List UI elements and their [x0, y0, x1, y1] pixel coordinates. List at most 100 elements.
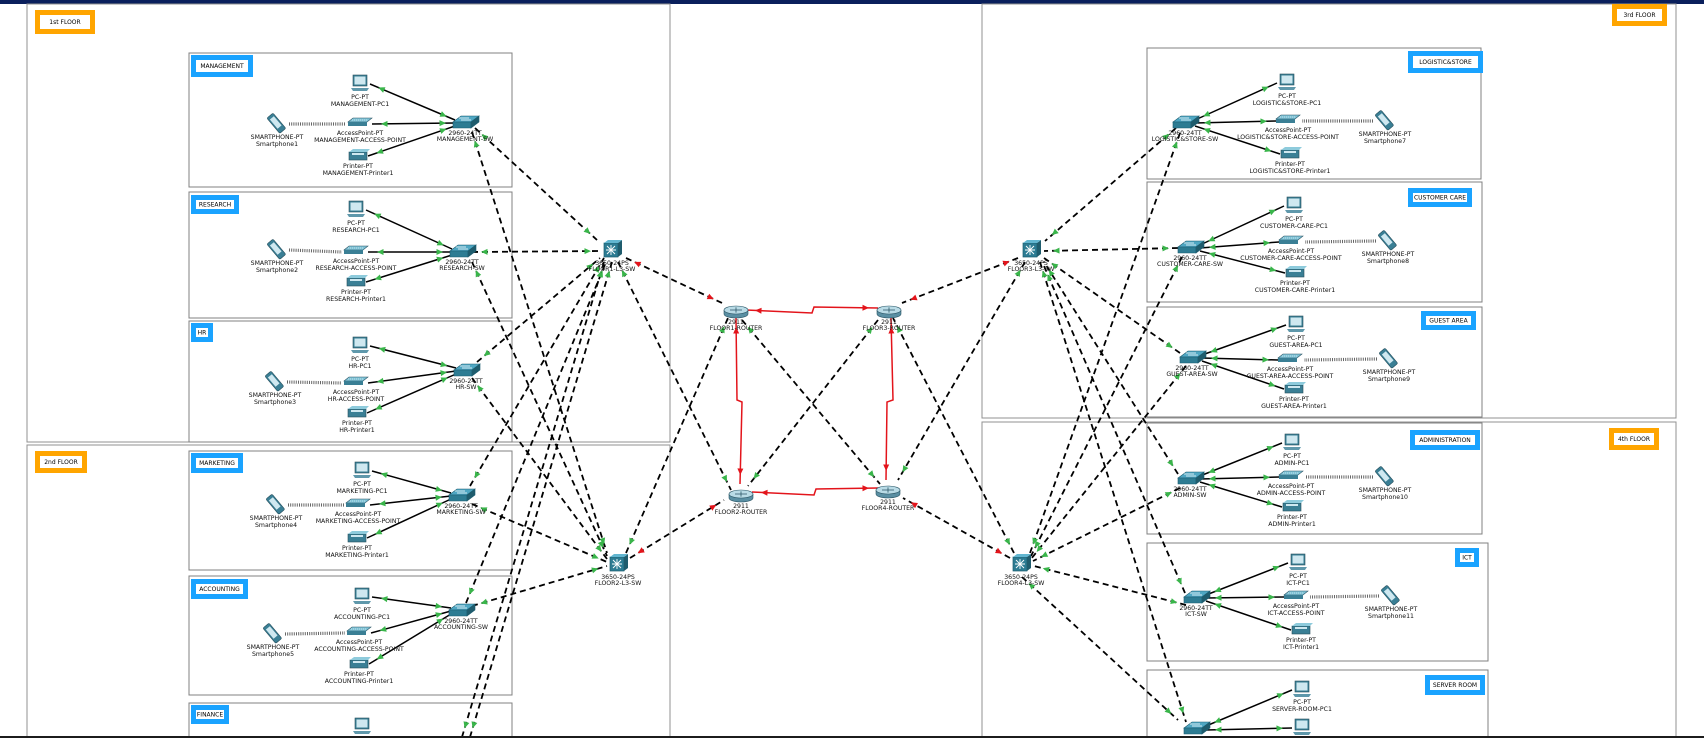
switch-marketing-front: [448, 494, 468, 502]
pc-hr[interactable]: [351, 336, 369, 353]
switch-admin[interactable]: [1177, 471, 1205, 485]
pc-research[interactable]: [347, 200, 365, 217]
switch-guest[interactable]: [1179, 350, 1207, 364]
smartphone-admin[interactable]: [1375, 466, 1394, 487]
access-point-customer-front: [1279, 240, 1298, 244]
label-layer: 1st FLOOR 2nd FLOOR 3rd FLOOR 4th FLOOR MANA…: [35, 4, 1667, 724]
access-point-logistics[interactable]: [1275, 114, 1301, 123]
access-point-guest[interactable]: [1277, 353, 1303, 362]
pc-accounting-keyboard: [353, 601, 371, 604]
core-floor4-router[interactable]: [875, 485, 901, 499]
smartphone-guest[interactable]: [1379, 348, 1398, 369]
switch-ict[interactable]: [1183, 590, 1211, 604]
dept-label-server: SERVER ROOM: [1425, 675, 1485, 695]
printer-mgmt-tray: [352, 153, 364, 155]
floor-label-f3-inner: [1617, 9, 1662, 21]
pc-mgmt[interactable]: [351, 74, 369, 91]
link-guest-pc-b-indicator: [1210, 346, 1218, 353]
access-point-customer[interactable]: [1278, 235, 1304, 244]
printer-logistics[interactable]: [1280, 147, 1302, 159]
pc-marketing[interactable]: [353, 461, 371, 478]
printer-accounting-top: [350, 657, 371, 660]
phone-name-logistics: Smartphone7: [1364, 138, 1406, 145]
printer-research[interactable]: [346, 275, 368, 287]
switch-server[interactable]: [1183, 721, 1211, 735]
uplink-finance-l3_1-b-indicator: [471, 721, 478, 729]
printer-hr[interactable]: [347, 406, 369, 418]
access-point-marketing[interactable]: [345, 498, 371, 507]
smartphone-ict[interactable]: [1381, 585, 1400, 606]
ap-name-guest: GUEST-AREA-ACCESS-POINT: [1247, 373, 1334, 380]
switch-mgmt[interactable]: [452, 115, 480, 129]
link-customer-ap-b-indicator: [1208, 243, 1216, 250]
smartphone-accounting[interactable]: [263, 623, 282, 644]
switch-marketing[interactable]: [448, 488, 476, 502]
phone-name-accounting: Smartphone5: [252, 651, 294, 658]
core-floor1-router[interactable]: [723, 305, 749, 319]
core-floor4-l3-sw[interactable]: [1012, 554, 1031, 572]
switch-hr[interactable]: [453, 363, 481, 377]
pc-ict[interactable]: [1289, 553, 1307, 570]
uplink-guest-l3_3-12-b-indicator: [1051, 263, 1059, 270]
pc-admin[interactable]: [1283, 433, 1301, 450]
switch-hr-arrows: [460, 365, 472, 369]
core-floor3-router[interactable]: [876, 305, 902, 319]
switch-accounting[interactable]: [448, 603, 476, 617]
smartphone-logistics[interactable]: [1375, 110, 1394, 131]
printer-ict[interactable]: [1291, 623, 1313, 635]
core-floor2-l3-sw[interactable]: [609, 554, 628, 572]
access-point-research[interactable]: [343, 245, 369, 254]
pc-server-2[interactable]: [1293, 718, 1311, 735]
floor-area-f4: [981, 421, 1677, 738]
pc-guest[interactable]: [1287, 315, 1305, 332]
printer-marketing[interactable]: [347, 531, 369, 543]
pc-hr-screen: [354, 338, 366, 347]
pc-accounting-screen: [356, 589, 368, 598]
dept-label-admin-inner: [1415, 435, 1475, 445]
switch-research[interactable]: [449, 244, 477, 258]
printer-customer[interactable]: [1285, 266, 1307, 278]
access-point-ict[interactable]: [1283, 590, 1309, 599]
core-floor2-l3-sw-top: [610, 554, 628, 557]
pc-research-keyboard: [347, 214, 365, 217]
pc-customer[interactable]: [1285, 196, 1303, 213]
core-floor3-router-arrows: [883, 307, 895, 313]
core-name-l3_1: FLOOR1-L3-SW: [589, 266, 636, 273]
link-admin-ap-a-indicator: [1263, 474, 1271, 481]
printer-mgmt[interactable]: [348, 149, 370, 161]
pc-logistics[interactable]: [1278, 73, 1296, 90]
core-floor4-router-arrows: [882, 487, 894, 493]
router-link-r1-r2-a-indicator: [733, 326, 740, 334]
core-floor3-l3-sw[interactable]: [1022, 240, 1041, 258]
pc-accounting[interactable]: [353, 587, 371, 604]
pc-server[interactable]: [1293, 680, 1311, 697]
access-point-hr[interactable]: [343, 376, 369, 385]
printer-guest[interactable]: [1284, 382, 1306, 394]
smartphone-marketing[interactable]: [266, 494, 285, 515]
uplink-mgmt-l3_2-3-a-indicator: [473, 140, 480, 148]
pc-hr-keyboard: [351, 350, 369, 353]
smartphone-research[interactable]: [267, 239, 286, 260]
core-floor1-l3-sw[interactable]: [603, 240, 622, 258]
switch-logistics-arrows: [1179, 117, 1191, 121]
core-floor2-router[interactable]: [728, 489, 754, 503]
pc-finance[interactable]: [353, 717, 371, 734]
pc-mgmt-keyboard: [351, 88, 369, 91]
dept-label-logistics-inner: [1413, 56, 1478, 68]
access-point-mgmt[interactable]: [347, 117, 373, 126]
switch-logistics[interactable]: [1172, 115, 1200, 129]
printer-admin[interactable]: [1282, 500, 1304, 512]
switch-customer[interactable]: [1177, 240, 1205, 254]
printer-accounting[interactable]: [349, 657, 371, 669]
uplink-logistics-l3_4-15: [1029, 132, 1181, 554]
access-point-accounting[interactable]: [346, 626, 372, 635]
smartphone-hr[interactable]: [265, 371, 284, 392]
dept-label-mgmt-text: MANAGEMENT: [200, 63, 244, 70]
smartphone-customer[interactable]: [1378, 230, 1397, 251]
access-point-admin[interactable]: [1278, 470, 1304, 479]
smartphone-mgmt[interactable]: [267, 113, 286, 134]
dept-label-guest-text: GUEST AREA: [1429, 318, 1468, 325]
uplink-research-l3_1-1-b-indicator: [584, 248, 592, 255]
core-name-l3_3: FLOOR3-L3-SW: [1008, 266, 1055, 273]
